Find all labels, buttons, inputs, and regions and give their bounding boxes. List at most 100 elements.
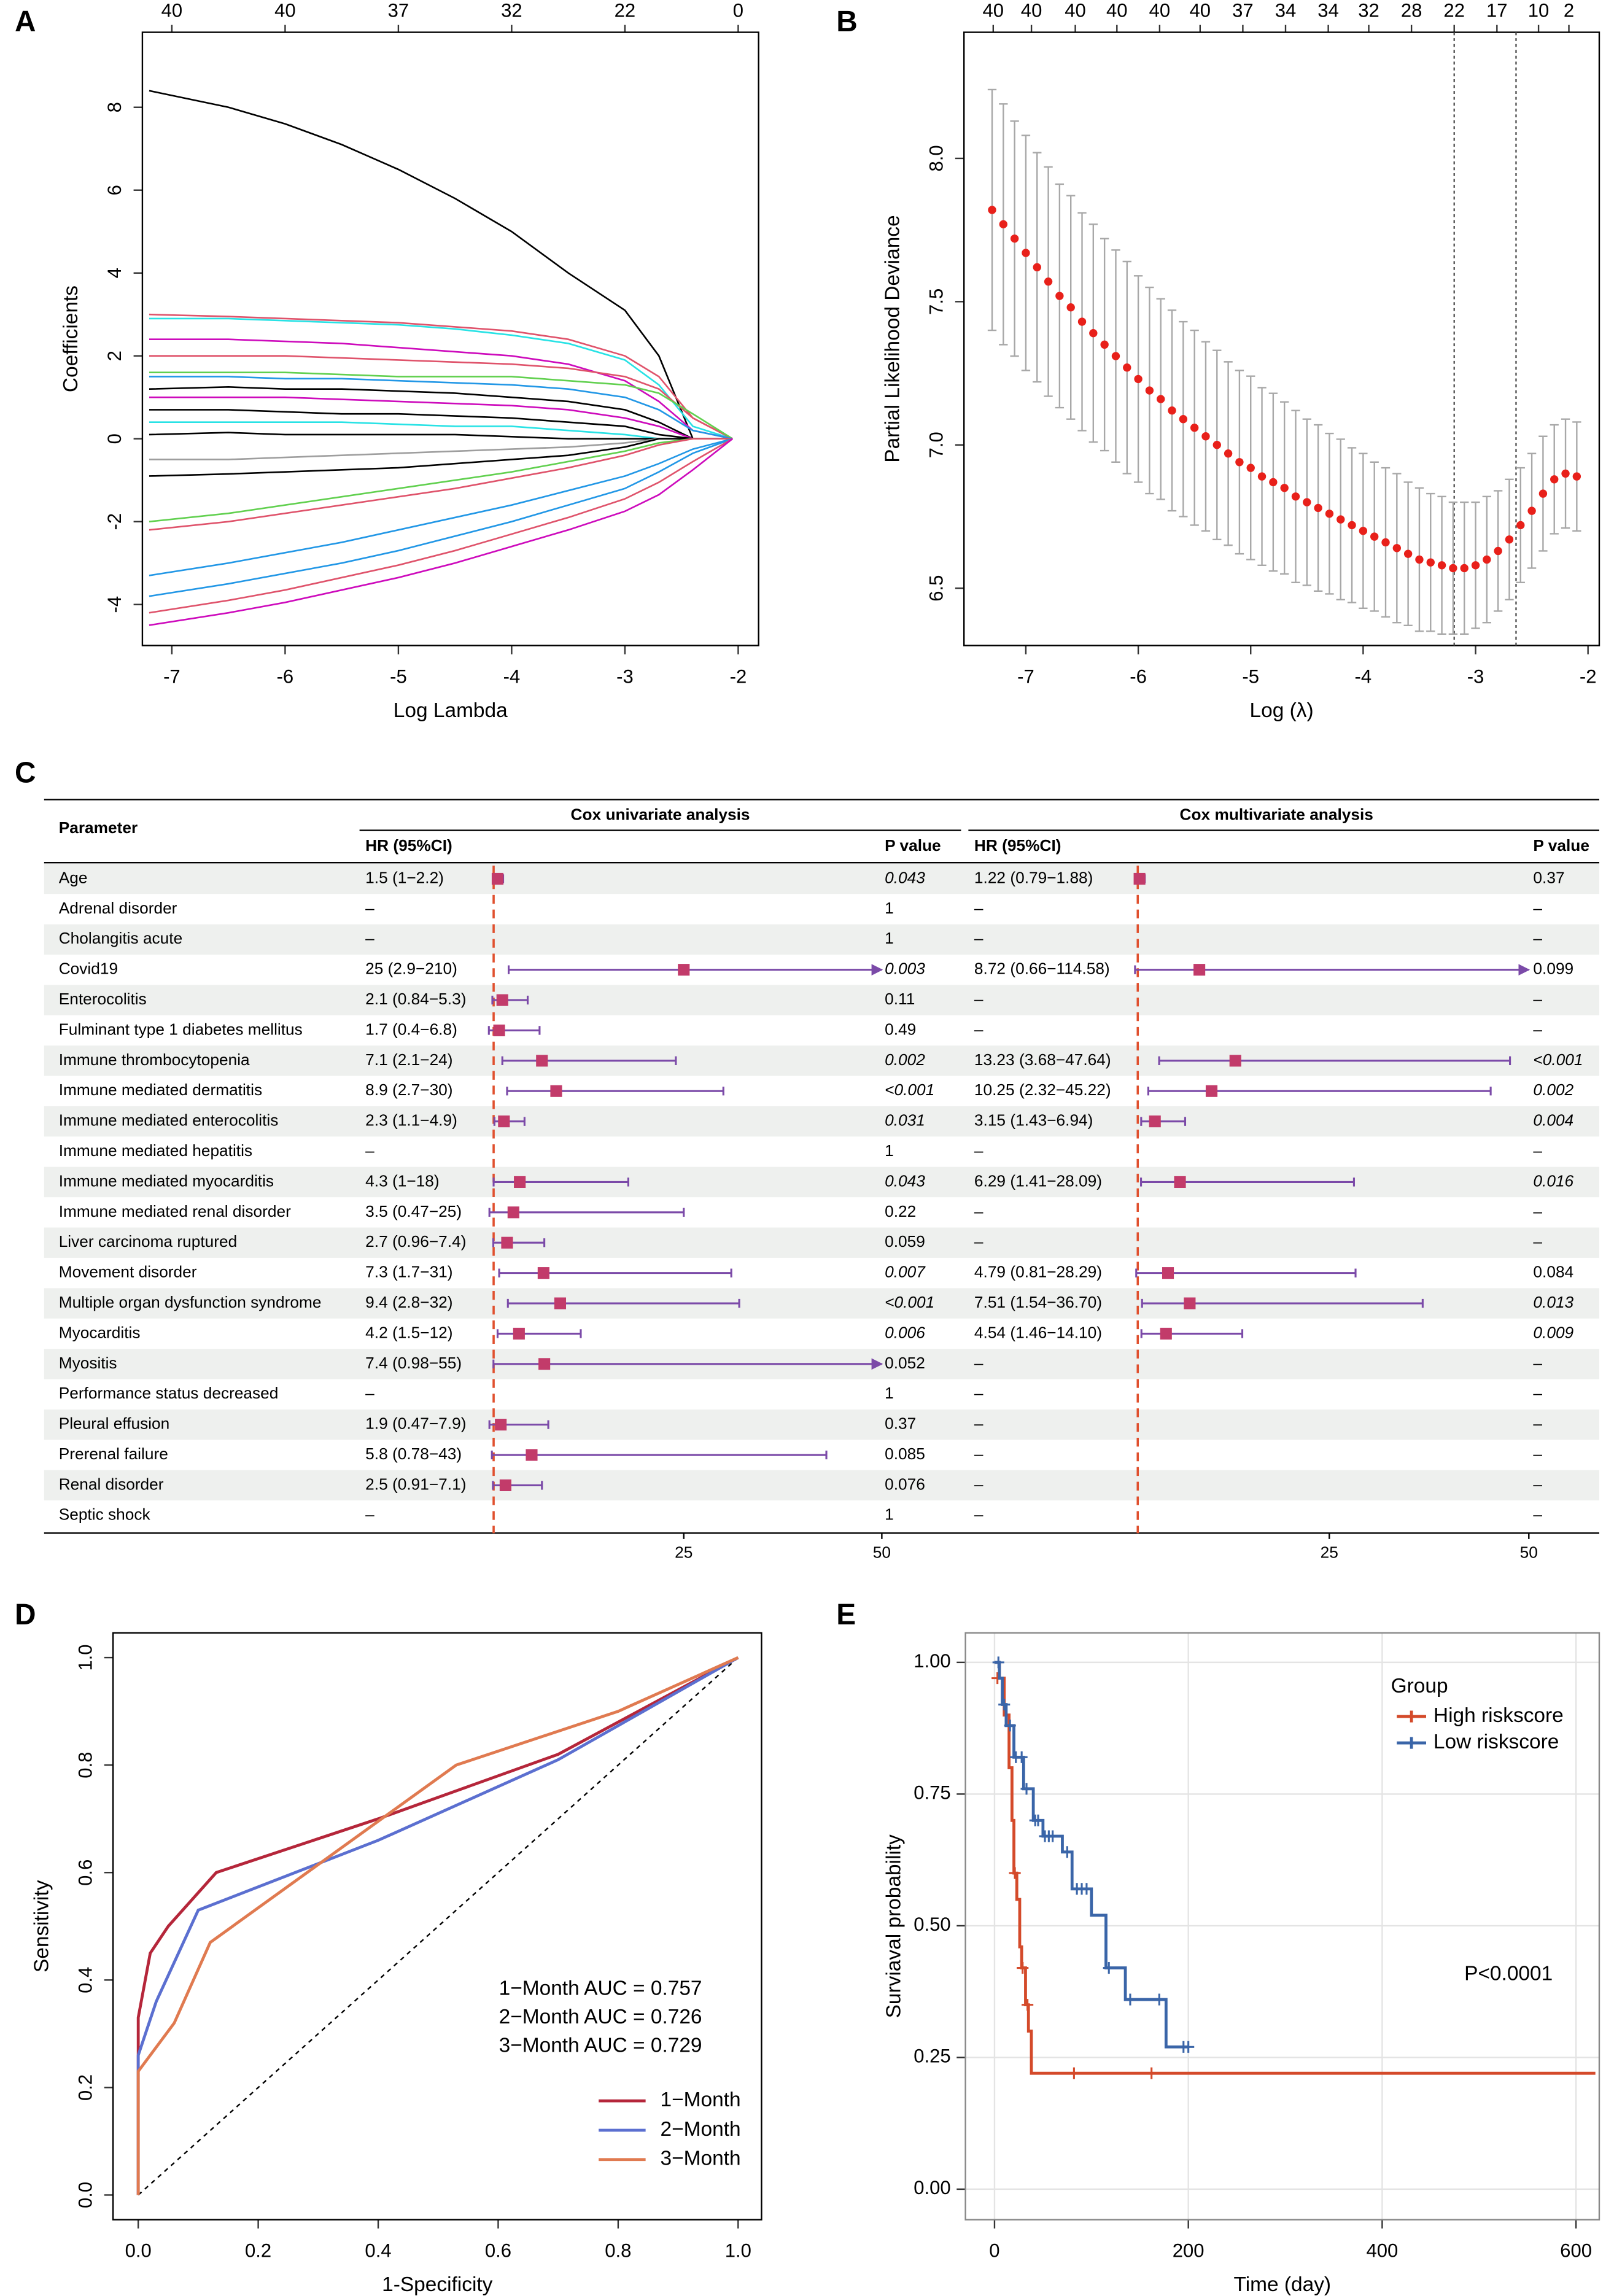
point xyxy=(1010,234,1019,243)
parameter: Covid19 xyxy=(59,960,118,978)
hr-label: 3.5 (0.47−25) xyxy=(365,1202,462,1220)
hazard-ratio xyxy=(507,1206,519,1219)
point xyxy=(1257,472,1267,481)
x2-tick-label: 22 xyxy=(615,0,636,21)
parameter: Performance status decreased xyxy=(59,1384,279,1402)
parameter: Renal disorder xyxy=(59,1475,164,1493)
hazard-ratio xyxy=(496,994,508,1006)
x-tick-label: 25 xyxy=(675,1543,693,1562)
parameter: Cholangitis acute xyxy=(59,929,183,947)
confidence-interval xyxy=(1147,1087,1492,1096)
p-value: 0.085 xyxy=(885,1445,925,1463)
point xyxy=(1246,463,1255,472)
p-value: – xyxy=(1533,1445,1542,1463)
coefficient-path xyxy=(149,376,733,440)
coefficient-path xyxy=(149,438,733,522)
hr-label: 8.9 (2.7−30) xyxy=(365,1080,452,1099)
p-value: 0.043 xyxy=(885,868,925,886)
hazard-ratio xyxy=(499,1479,511,1491)
x2-tick-label: 40 xyxy=(161,0,183,21)
hazard-ratio xyxy=(1229,1055,1241,1067)
coefficient-path xyxy=(149,438,733,614)
y-axis-title: Coefficients xyxy=(60,285,82,392)
x-tick-label: -5 xyxy=(390,665,407,687)
x-tick-label: 25 xyxy=(1321,1543,1338,1562)
y-tick-label: -4 xyxy=(104,596,125,613)
panel-label: A xyxy=(15,6,36,38)
p-value: 0.003 xyxy=(885,960,925,978)
row-band xyxy=(44,1106,1599,1137)
row-band xyxy=(44,1409,1599,1440)
y-tick-label: 8.0 xyxy=(925,145,947,171)
x2-tick-label: 40 xyxy=(1149,0,1171,21)
plot-frame xyxy=(963,31,1600,646)
x-tick-label: -7 xyxy=(1017,665,1034,687)
y-tick-label: 6 xyxy=(104,185,125,195)
legend-swatch xyxy=(1397,1737,1426,1749)
p-value: 0.002 xyxy=(885,1050,925,1069)
hazard-ratio xyxy=(1162,1267,1174,1279)
point xyxy=(1077,317,1087,326)
coefficient-path xyxy=(149,313,733,440)
hr-label: – xyxy=(974,1354,984,1372)
parameter: Prerenal failure xyxy=(59,1445,168,1463)
confidence-interval xyxy=(508,965,882,974)
hr-label: 2.7 (0.96−7.4) xyxy=(365,1232,466,1251)
point xyxy=(1359,527,1368,535)
point xyxy=(1437,561,1446,570)
p-value: 0.016 xyxy=(1533,1171,1573,1190)
hr-label: – xyxy=(974,990,984,1008)
hr-label: 7.51 (1.54−36.70) xyxy=(974,1293,1102,1311)
legend-swatch xyxy=(1397,1710,1426,1723)
x-tick-label: 0.6 xyxy=(485,2240,511,2262)
hr-label: 1.7 (0.4−6.8) xyxy=(365,1020,457,1038)
y-tick-label: 8 xyxy=(104,102,125,112)
point xyxy=(1100,340,1109,349)
confidence-interval xyxy=(1140,1117,1187,1126)
x2-tick-label: 10 xyxy=(1528,0,1550,21)
x2-tick-label: 0 xyxy=(733,0,743,21)
p-value: 0.49 xyxy=(885,1020,916,1038)
point xyxy=(1303,498,1311,506)
y-tick-label: 0 xyxy=(104,433,125,444)
point xyxy=(1212,441,1221,449)
point xyxy=(988,206,996,214)
x2-tick-label: 32 xyxy=(1358,0,1379,21)
hazard-ratio xyxy=(538,1358,551,1370)
header: Cox multivariate analysis xyxy=(1180,805,1373,824)
hr-label: – xyxy=(974,1020,984,1038)
hr-label: 2.5 (0.91−7.1) xyxy=(365,1475,466,1493)
parameter: Enterocolitis xyxy=(59,990,147,1008)
x-tick-label: -7 xyxy=(163,665,180,687)
p-value: 0.031 xyxy=(885,1111,925,1130)
x-tick-label: 200 xyxy=(1173,2240,1205,2262)
p-value: <0.001 xyxy=(885,1080,934,1099)
hr-label: 6.29 (1.41−28.09) xyxy=(974,1171,1102,1190)
x-tick-label: 0 xyxy=(989,2240,999,2262)
hr-label: – xyxy=(365,929,374,947)
coefficient-path xyxy=(149,386,733,440)
x-axis-title: Log Lambda xyxy=(394,699,508,722)
p-value: – xyxy=(1533,1232,1542,1251)
legend-label: Low riskscore xyxy=(1434,1731,1559,1753)
x2-tick-label: 40 xyxy=(1021,0,1042,21)
x2-tick-label: 34 xyxy=(1317,0,1339,21)
hr-label: 7.4 (0.98−55) xyxy=(365,1354,462,1372)
y-axis-title: Partial Likelihood Deviance xyxy=(881,215,904,462)
x-tick-label: -6 xyxy=(1130,665,1147,687)
hr-label: – xyxy=(974,929,984,947)
x2-tick-label: 22 xyxy=(1443,0,1465,21)
y-tick-label: 0.2 xyxy=(74,2074,96,2101)
point xyxy=(1123,363,1131,372)
coefficient-path xyxy=(149,438,733,531)
p-value: 0.006 xyxy=(885,1323,925,1341)
p-value: <0.001 xyxy=(1533,1050,1583,1069)
point xyxy=(1505,535,1514,544)
point xyxy=(1201,432,1210,441)
hr-label: – xyxy=(974,1232,984,1251)
x-tick-label: -4 xyxy=(1355,665,1372,687)
point xyxy=(1483,555,1491,564)
p-value: 0.37 xyxy=(885,1414,916,1433)
x2-tick-label: 32 xyxy=(501,0,522,21)
